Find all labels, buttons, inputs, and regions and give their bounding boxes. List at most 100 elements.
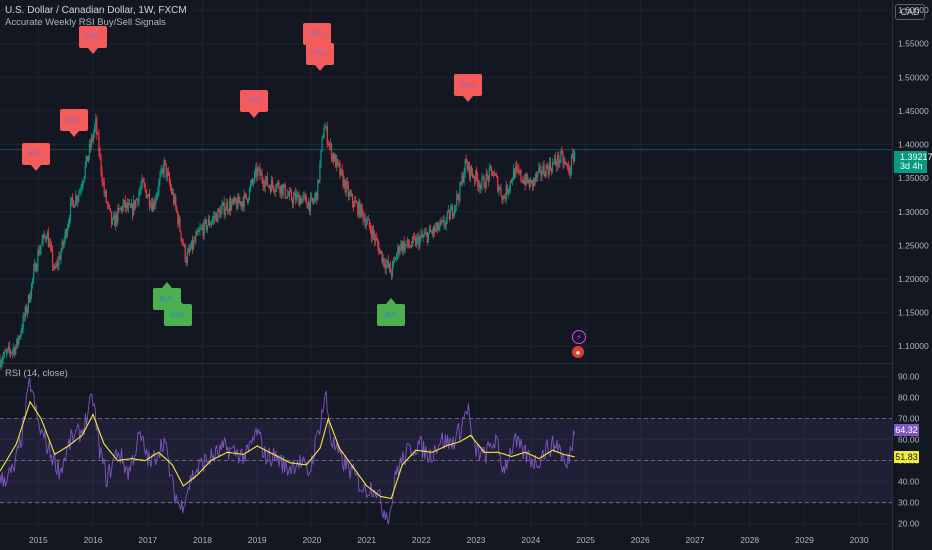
candle-body (417, 236, 419, 238)
candle-body (506, 185, 508, 194)
economic-event-icon[interactable]: ● (572, 346, 584, 358)
candle-body (507, 190, 509, 194)
candle-body (427, 232, 429, 243)
indicator-title[interactable]: Accurate Weekly RSI Buy/Sell Signals (5, 17, 166, 28)
candle-body (388, 263, 390, 268)
candle-body (151, 203, 154, 212)
candle-body (254, 172, 256, 182)
candle-body (179, 218, 181, 232)
candle-body (383, 257, 385, 265)
candle-body (409, 246, 412, 248)
candle-body (414, 237, 416, 239)
candle-body (572, 153, 575, 161)
candle-body (54, 266, 56, 269)
candle-body (269, 186, 272, 193)
candle-body (282, 187, 284, 195)
candle-body (229, 201, 232, 211)
candle-body (114, 215, 116, 227)
candle-body (153, 201, 155, 212)
candle-body (468, 162, 470, 177)
candle-body (154, 201, 156, 205)
candle-body (354, 200, 356, 207)
candle-body (138, 193, 140, 203)
candle-body (298, 194, 300, 206)
rsi-ma-value-tag: 51.83 (894, 451, 919, 463)
candle-body (421, 234, 423, 237)
candle-body (182, 240, 184, 246)
time-axis[interactable]: 2015 2016 2017 2018 2019 2020 2021 2022 2023 2024… (29, 535, 869, 545)
candle-body (117, 207, 119, 223)
candle-body (218, 209, 220, 211)
candle-body (289, 191, 292, 193)
current-price-tag: 1.39217 3d 4h (894, 151, 932, 173)
candle-body (456, 194, 458, 206)
symbol-title[interactable]: U.S. Dollar / Canadian Dollar, 1W, FXCM (5, 5, 187, 16)
candle-body (400, 242, 402, 249)
candle-body (189, 248, 192, 251)
candle-body (524, 179, 526, 186)
candle-body (315, 192, 317, 197)
candle-body (168, 174, 171, 184)
candle-body (86, 155, 88, 162)
candle-body (185, 260, 187, 263)
bar-countdown: 3d 4h (900, 161, 923, 171)
candle-body (469, 166, 472, 177)
candle-body (109, 208, 112, 213)
candle-body (379, 250, 381, 254)
candle-body (365, 222, 367, 226)
candle-body (21, 329, 23, 332)
rsi-ma-line (0, 400, 575, 500)
candle-body (500, 187, 502, 196)
candle-body (559, 160, 561, 164)
candle-body (340, 168, 342, 175)
candle-body (281, 184, 283, 195)
candle-body (224, 210, 226, 215)
candle-body (124, 199, 126, 209)
candle-body (134, 200, 136, 208)
candle-body (96, 118, 98, 134)
candle-body (65, 230, 67, 236)
candle-body (150, 203, 153, 207)
candle-body (94, 126, 96, 134)
sell-signal-label: SELL (453, 74, 482, 103)
candle-body (567, 165, 569, 168)
candle-body (382, 257, 384, 263)
candle-body (268, 186, 271, 187)
currency-button[interactable]: CAD (895, 4, 925, 20)
candle-body (508, 188, 510, 191)
candle-body (378, 245, 380, 254)
price-axis[interactable]: 1.10000 1.15000 1.20000 1.25000 1.30000 1.350… (898, 5, 929, 351)
candle-body (454, 206, 456, 214)
candle-body (442, 220, 444, 221)
candle-body (450, 206, 453, 211)
candle-body (92, 137, 94, 140)
candle-body (449, 210, 452, 220)
candle-body (140, 186, 142, 191)
candle-body (32, 278, 34, 284)
candle-body (80, 188, 82, 191)
time-tick-label: 2027 (686, 535, 705, 545)
candle-body (387, 260, 389, 268)
candle-body (210, 222, 213, 225)
candle-body (225, 202, 227, 211)
candle-body (276, 183, 278, 190)
candle-body (103, 182, 105, 194)
rsi-title[interactable]: RSI (14, close) (5, 368, 68, 379)
candle-body (30, 283, 33, 297)
time-tick-label: 2015 (29, 535, 48, 545)
dividend-event-icon[interactable]: ⚡ (572, 330, 586, 344)
candle-body (38, 250, 40, 255)
candle-body (561, 150, 563, 154)
candle-body (531, 180, 534, 187)
candle-body (301, 198, 303, 204)
candle-body (174, 196, 176, 204)
candle-body (370, 230, 373, 238)
candle-body (541, 173, 543, 176)
candle-body (294, 193, 296, 197)
candle-body (555, 158, 557, 164)
candle-body (40, 245, 42, 250)
candle-body (87, 155, 90, 162)
candle-body (402, 241, 404, 251)
candle-body (149, 205, 152, 207)
